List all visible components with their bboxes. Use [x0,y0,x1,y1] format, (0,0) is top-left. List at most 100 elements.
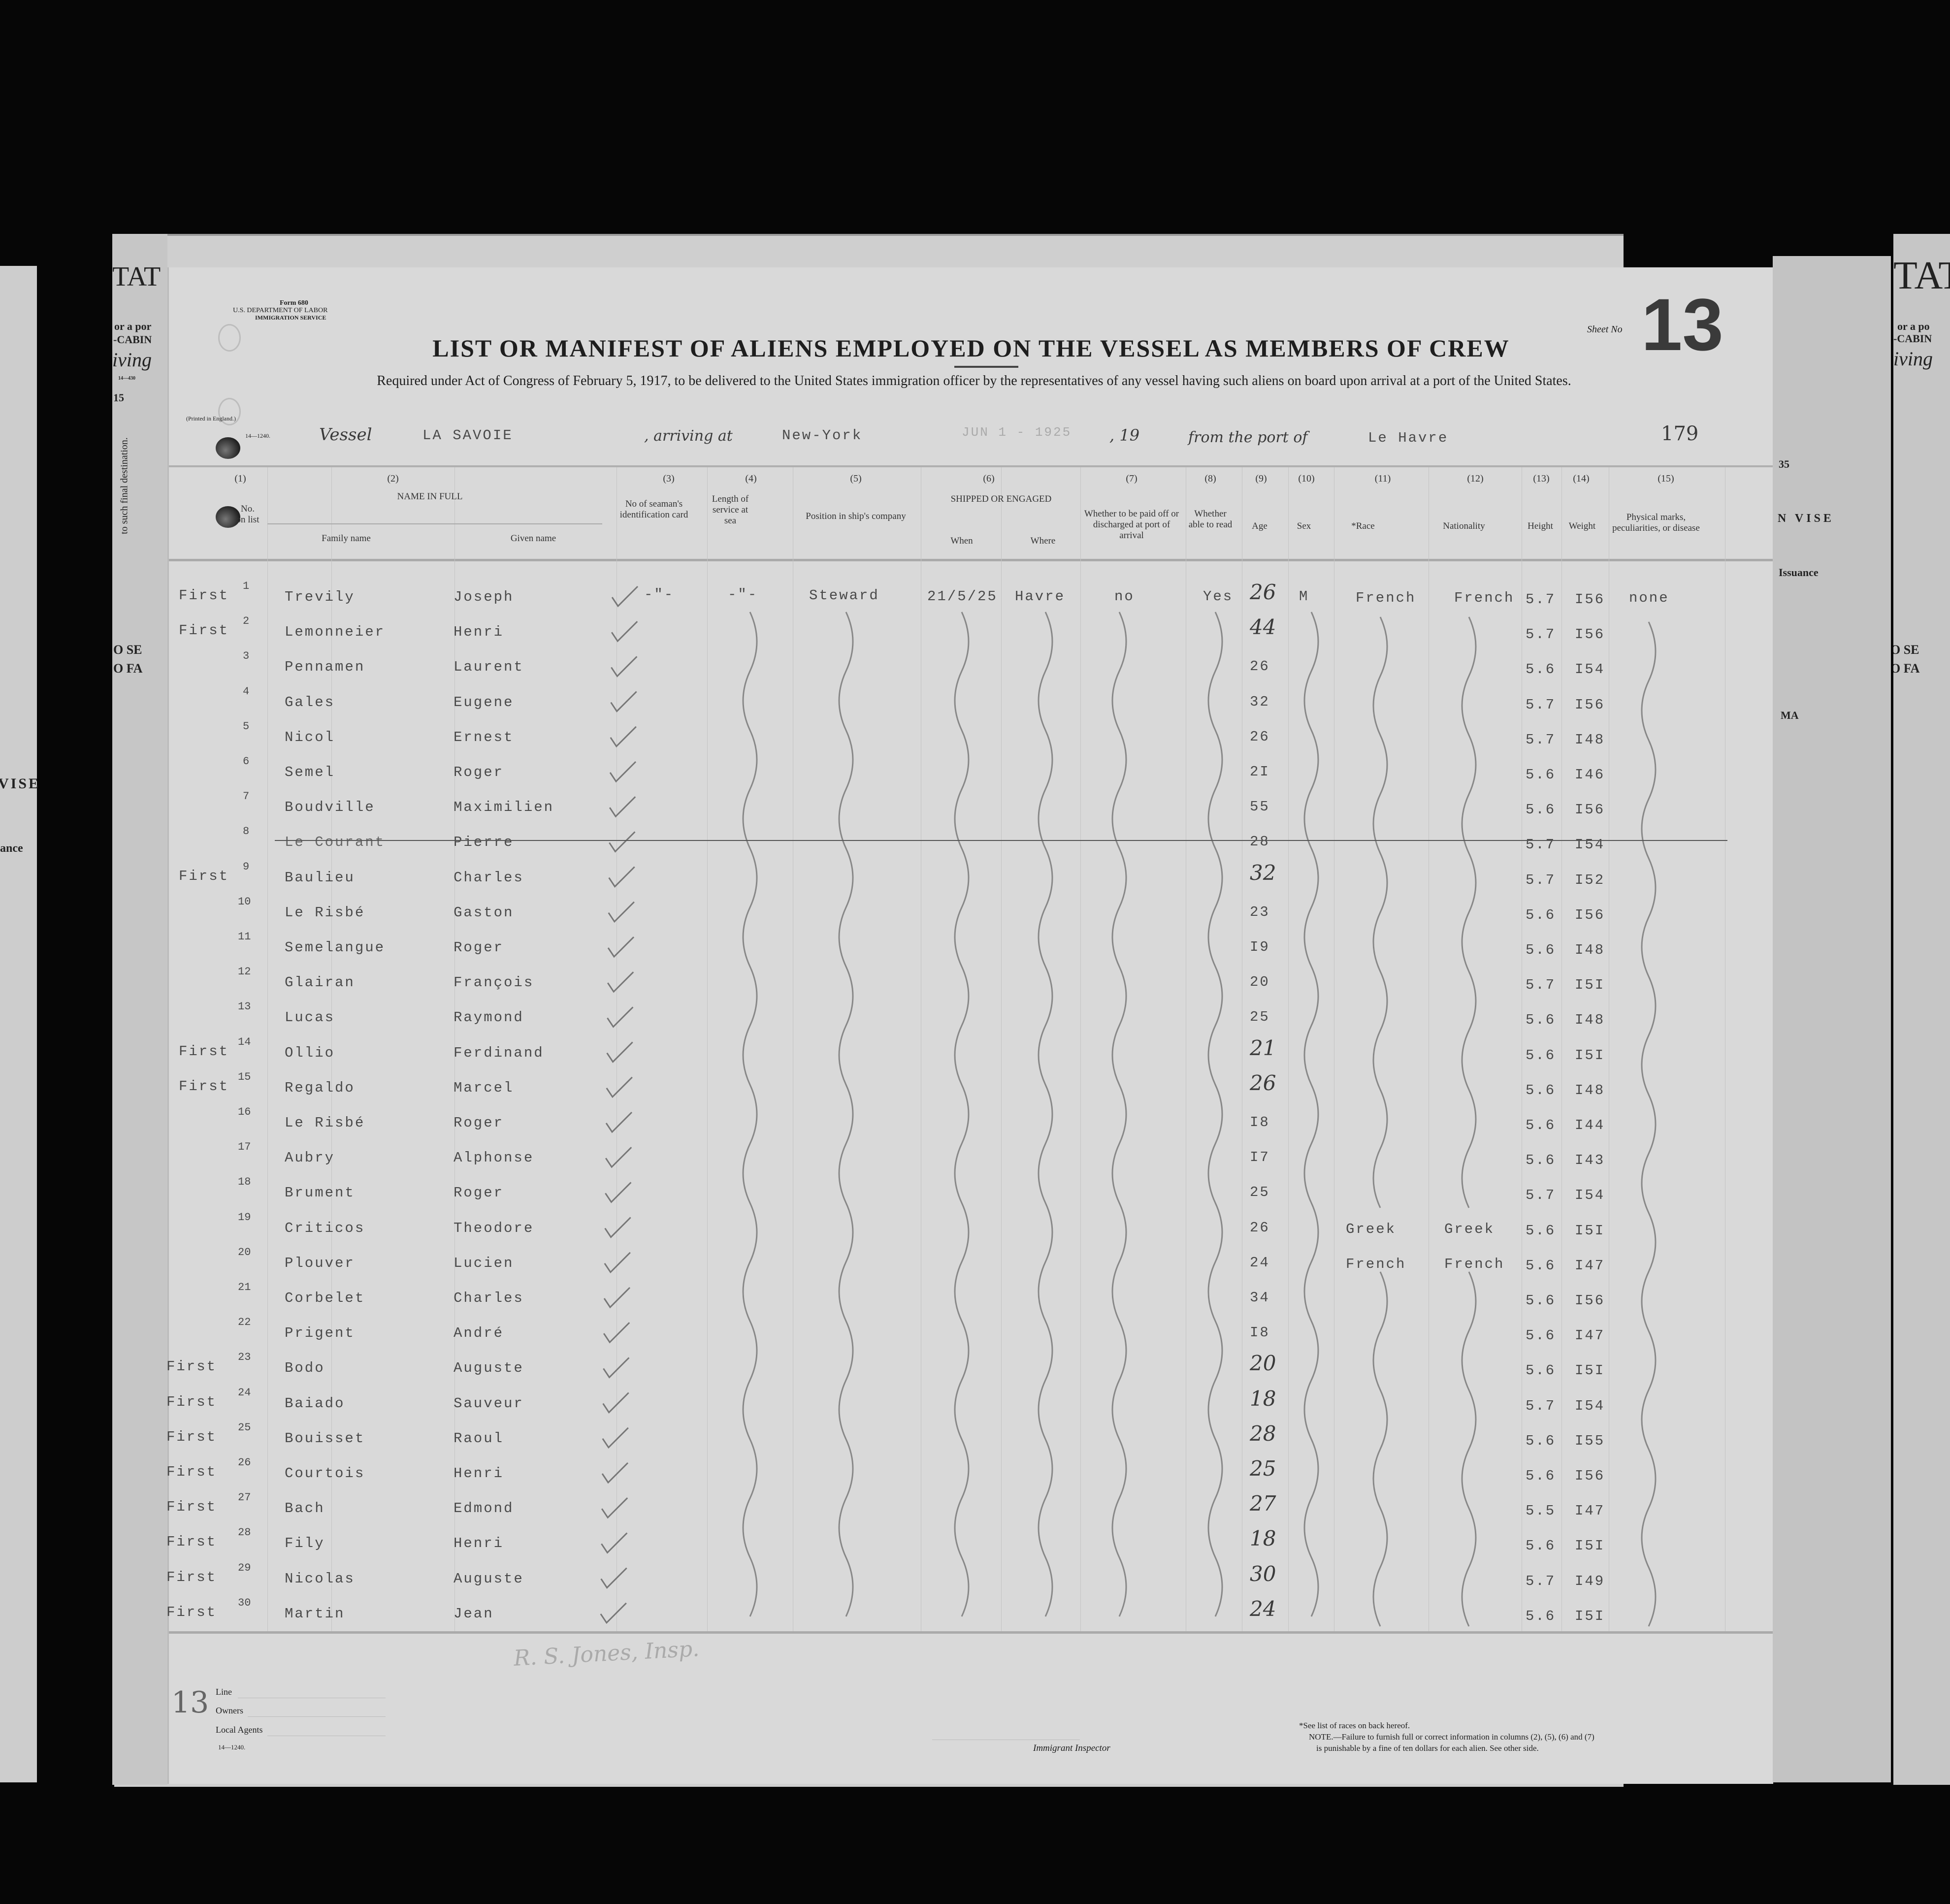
weight: I54 [1575,837,1605,853]
weight: I56 [1575,906,1605,923]
hdr-no-on-list: No. on list [236,504,260,525]
check-mark-icon [603,1357,630,1379]
strike-line [275,840,1727,841]
check-mark-icon [611,656,638,678]
left-l2: -CABIN [113,333,152,346]
check-mark-icon [603,1287,631,1309]
row-number: 9 [243,860,250,873]
row-number: 26 [238,1456,251,1469]
height: 5.7 [1526,1573,1556,1589]
penalty-note-1: NOTE.—Failure to furnish full or correct… [1309,1732,1594,1742]
check-mark-icon [600,1602,627,1624]
weight: I56 [1575,626,1605,643]
hdr-position: Position in ship's company [806,511,906,521]
column-rule [267,467,268,1631]
age: 24 [1250,1596,1276,1621]
column-number: (3) [663,473,675,484]
row-number: 29 [238,1561,251,1574]
right-ma: MA [1781,709,1799,721]
left-code: 14—430 [118,376,135,381]
race: French [1356,590,1416,606]
row-number: 6 [243,755,250,768]
row-number: 11 [238,931,251,943]
check-mark-icon [607,971,634,993]
weight: I55 [1575,1432,1605,1449]
row-class: First [179,622,229,639]
ditto-line-race [1372,616,1388,1208]
height: 5.6 [1526,1117,1556,1133]
sheet-label: Sheet No [1587,324,1623,335]
weight: I48 [1575,1012,1605,1029]
age: 32 [1250,860,1276,885]
column-number: (12) [1467,473,1484,484]
family-name: Le Risbé [285,1115,365,1131]
table-bottom-rule [169,1631,1773,1634]
given-name: Edmond [454,1500,514,1517]
given-name: Ernest [454,729,514,745]
row-class: First [179,587,229,604]
left-adjacent-page: VISE ance [0,266,38,1782]
check-mark-icon [608,901,635,923]
height: 5.6 [1526,1222,1556,1239]
row-number: 28 [238,1526,251,1539]
hdr-nationality: Nationality [1443,521,1485,531]
given-name: Charles [454,1290,524,1306]
height: 5.6 [1526,767,1556,783]
given-name: Alphonse [454,1150,534,1166]
sheet-mark: 13 [171,1685,209,1720]
row-number: 21 [238,1281,251,1293]
column-number: (6) [983,473,995,484]
weight: I5I [1575,1362,1605,1379]
given-name: Raymond [454,1009,524,1026]
given-name: Eugene [454,694,514,710]
family-name: Brument [285,1185,355,1201]
age: 26 [1250,728,1270,745]
check-mark-icon [605,1182,632,1203]
weight: I56 [1575,696,1605,713]
row-class: First [166,1569,217,1585]
family-name: Boudville [285,799,375,816]
age: 28 [1250,834,1270,850]
weight: I47 [1575,1257,1605,1274]
ditto-line-when [954,612,970,1617]
left-num: 15 [113,391,124,404]
age: 34 [1250,1290,1270,1306]
given-name: Maximilien [454,799,554,816]
sex-value: M [1299,588,1309,605]
row-number: 4 [243,685,250,698]
family-name: Bodo [285,1360,325,1377]
row-number: 1 [243,580,250,592]
position-value: Steward [809,587,879,604]
age: 25 [1250,1456,1276,1481]
family-name: Prigent [285,1325,355,1342]
penalty-note-2: is punishable by a fine of ten dollars f… [1316,1743,1539,1753]
header-bottom-rule [169,559,1773,561]
punch-hole [216,506,240,528]
check-mark-icon [606,1041,633,1063]
weight: I5I [1575,1538,1605,1554]
given-name: Jean [454,1605,494,1622]
check-mark-icon [604,1217,631,1238]
row-number: 22 [238,1316,251,1329]
weight: I56 [1575,802,1605,818]
row-number: 20 [238,1246,251,1259]
height: 5.7 [1526,731,1556,748]
ditto-line-read [1207,612,1223,1617]
weight: I48 [1575,731,1605,748]
line-label: Line [216,1687,232,1697]
family-name: Ollio [285,1044,335,1061]
family-name: Corbelet [285,1290,365,1306]
family-name: Le Courant [285,834,386,851]
check-mark-icon [601,1497,628,1519]
vessel-name: LA SAVOIE [422,427,513,444]
age: 18 [1250,1526,1276,1551]
left-back-sheet: TAT or a por -CABIN iving 14—430 15 to s… [112,234,167,1785]
row-number: 18 [238,1176,251,1189]
hdr-id-card: No of seaman's identification card [619,499,688,520]
given-name: Roger [454,1185,504,1201]
height: 5.6 [1526,1432,1556,1449]
weight: I46 [1575,767,1605,783]
row-number: 14 [238,1035,251,1048]
check-mark-icon [605,1147,632,1168]
given-name: Roger [454,764,504,780]
